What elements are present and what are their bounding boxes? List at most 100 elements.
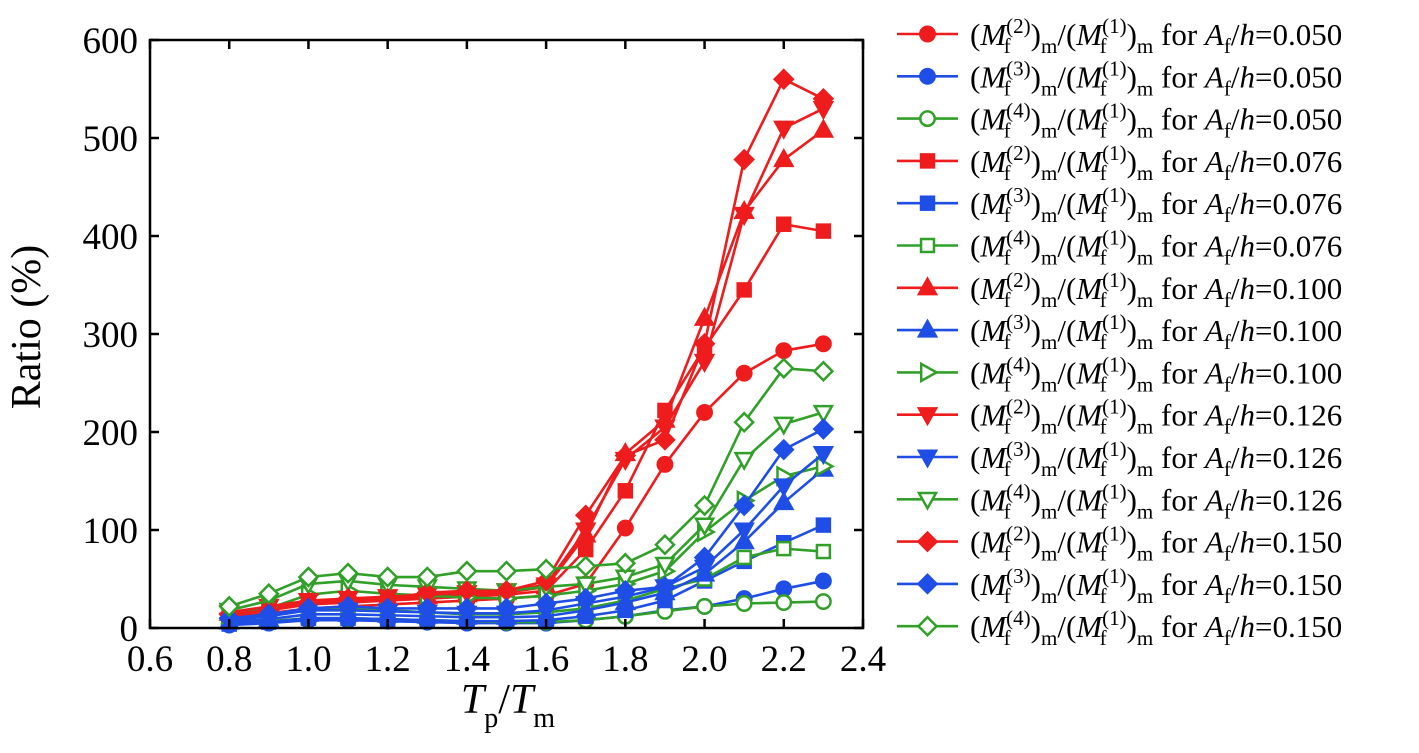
legend-label-part-8-2: M: [979, 313, 1008, 348]
legend-marker-15: [916, 615, 939, 637]
legend-label-part-10-15: f: [1224, 415, 1231, 439]
legend-label-part-1-12: m: [1137, 34, 1153, 58]
legend-label-part-13-18: =0.150: [1255, 525, 1342, 560]
legend-label-part-13-14: A: [1203, 525, 1225, 560]
data-point-6-14: [736, 549, 752, 566]
legend-label-part-2-3: (3): [1006, 56, 1031, 80]
legend-label-part-3-10: f: [1100, 119, 1107, 143]
legend-label-part-15-8: M: [1075, 609, 1104, 644]
legend-label-part-9-2: M: [979, 355, 1008, 390]
legend-label-part-9-11: ): [1127, 355, 1137, 390]
y-axis-title: Ratio (%): [4, 245, 50, 409]
legend-label-part-13-1: (: [970, 525, 980, 560]
legend-label-part-2-12: m: [1137, 76, 1153, 100]
legend-label-part-11-6: m: [1041, 457, 1057, 481]
legend-label-part-14-1: (: [970, 567, 980, 602]
legend-label-part-3-1: (: [970, 102, 980, 137]
legend-label-part-7-14: A: [1203, 271, 1225, 306]
data-point-12-13: [693, 517, 716, 537]
series-line-9: [229, 465, 824, 616]
data-point-15-11: [614, 552, 637, 575]
legend-label-part-5-1: (: [970, 186, 980, 221]
legend-item-9: (M(4) f)m/(M(1) f)m for Af/h=0.100: [897, 352, 1342, 396]
legend-label-part-5-3: (3): [1006, 183, 1031, 207]
legend-label-part-15-15: f: [1224, 626, 1231, 650]
legend-label-part-12-12: m: [1137, 499, 1153, 523]
data-point-3-14: [735, 595, 753, 612]
legend-marker-11: [916, 449, 939, 469]
legend-label-part-1-15: f: [1224, 34, 1231, 58]
data-point-13-16: [812, 88, 835, 110]
legend-label-4: (M(2) f)m/(M(1) f)m for Af/h=0.076: [970, 141, 1342, 185]
legend-label-part-14-3: (3): [1006, 564, 1031, 588]
legend-label-part-13-5: ): [1031, 525, 1041, 560]
legend-label-part-14-16: /: [1231, 567, 1240, 602]
legend-label-part-4-8: M: [1075, 144, 1104, 179]
x-tick-label-6: 1.6: [523, 639, 569, 680]
legend-label-part-15-1: (: [970, 609, 980, 644]
data-point-14-2: [258, 603, 280, 626]
series-15: [218, 357, 835, 618]
legend-label-part-13-12: m: [1137, 542, 1153, 566]
legend-label-part-7-1: (: [970, 271, 980, 306]
data-point-14-16: [812, 418, 835, 440]
legend-label-part-14-5: ): [1031, 567, 1041, 602]
x-axis-title: Tp/Tm: [461, 677, 555, 734]
legend-label-part-15-7: /(: [1057, 609, 1076, 644]
legend-label-part-4-3: (2): [1006, 141, 1031, 165]
legend-marker-1: [919, 25, 936, 43]
legend-label-part-2-8: M: [1075, 59, 1104, 94]
legend-label-part-3-2: M: [979, 102, 1008, 137]
legend-label-part-9-10: f: [1100, 372, 1107, 396]
legend-label-part-12-3: (4): [1006, 479, 1031, 503]
legend-label-part-2-9: (1): [1102, 56, 1127, 80]
x-axis-title-slash: /: [498, 677, 510, 723]
legend-label-part-12-6: m: [1041, 499, 1057, 523]
x-tick-label-10: 2.4: [840, 639, 886, 680]
legend-label-part-1-17: h: [1239, 17, 1255, 52]
series-14: [218, 418, 835, 629]
legend-label-part-4-12: m: [1137, 161, 1153, 185]
legend-label-part-15-17: h: [1239, 609, 1255, 644]
legend-label-part-4-9: (1): [1102, 141, 1127, 165]
data-point-12-12: [654, 556, 676, 576]
legend-label-part-3-5: ): [1031, 102, 1041, 137]
data-point-15-9: [535, 558, 557, 580]
y-tick-label-5: 400: [83, 217, 139, 258]
data-point-7-16: [812, 118, 835, 138]
legend-label-part-10-17: h: [1239, 398, 1255, 433]
data-point-2-16: [814, 572, 832, 590]
legend-label-3: (M(4) f)m/(M(1) f)m for Af/h=0.050: [970, 99, 1342, 143]
legend-label-part-13-3: (2): [1006, 522, 1031, 546]
legend-label-part-6-18: =0.076: [1255, 229, 1342, 264]
data-point-2-15: [775, 580, 793, 598]
data-point-5-16: [815, 517, 832, 533]
legend-label-part-15-14: A: [1203, 609, 1225, 644]
legend-label-part-2-5: ): [1031, 59, 1041, 94]
legend-label-part-3-7: /(: [1057, 102, 1076, 137]
legend-label-part-1-7: /(: [1057, 17, 1076, 52]
legend-label-part-12-13: for: [1153, 482, 1205, 517]
legend-label-part-2-14: A: [1203, 59, 1225, 94]
legend-label-part-6-12: m: [1137, 246, 1153, 270]
legend-label-part-14-12: m: [1137, 584, 1153, 608]
legend-label-part-13-6: m: [1041, 542, 1057, 566]
legend-label-part-10-18: =0.126: [1255, 398, 1342, 433]
legend-label-10: (M(2) f)m/(M(1) f)m for Af/h=0.126: [970, 395, 1342, 439]
legend-label-part-12-17: h: [1239, 482, 1255, 517]
legend-label-part-8-3: (3): [1006, 310, 1031, 334]
legend-label-part-9-16: /: [1231, 355, 1240, 390]
legend-label-part-4-2: M: [979, 144, 1008, 179]
legend-label-part-8-7: /(: [1057, 313, 1076, 348]
legend-label-part-5-12: m: [1137, 203, 1153, 227]
y-tick-label-2: 100: [83, 511, 139, 552]
x-tick-label-9: 2.2: [761, 639, 807, 680]
legend-label-part-6-2: M: [979, 229, 1008, 264]
legend-label-part-10-9: (1): [1102, 395, 1127, 419]
legend-label-part-9-9: (1): [1102, 352, 1127, 376]
legend-label-part-15-13: for: [1153, 609, 1205, 644]
legend-label-part-4-13: for: [1153, 144, 1205, 179]
legend-marker-7: [916, 276, 939, 296]
legend-label-part-10-5: ): [1031, 398, 1041, 433]
